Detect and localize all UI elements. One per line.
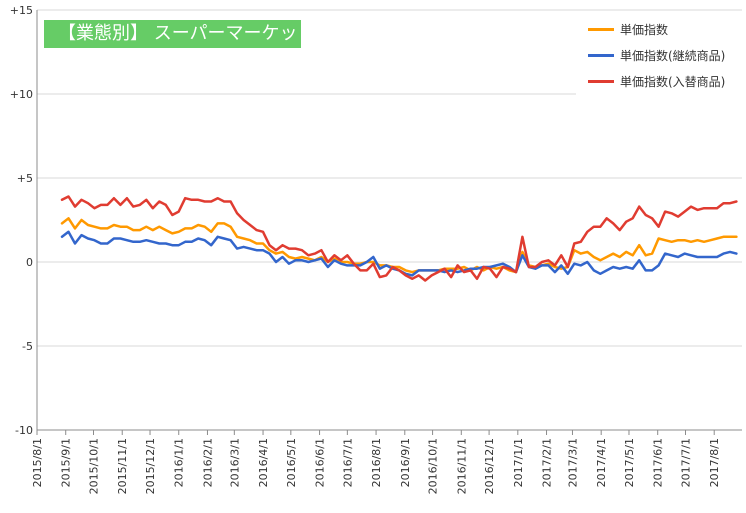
x-tick-label: 2016/5/1 bbox=[285, 438, 298, 487]
x-tick-label: 2016/8/1 bbox=[370, 438, 383, 487]
x-tick-label: 2017/6/1 bbox=[652, 438, 665, 487]
y-tick-label: -10 bbox=[15, 424, 33, 437]
legend-item-replaced-products: 単価指数(入替商品) bbox=[588, 72, 725, 90]
x-tick-label: 2015/8/1 bbox=[31, 438, 44, 487]
legend-label: 単価指数(継続商品) bbox=[620, 48, 726, 63]
legend-item-unit-price-index: 単価指数 bbox=[588, 20, 668, 38]
x-tick-label: 2016/10/1 bbox=[427, 438, 440, 494]
x-tick-label: 2017/5/1 bbox=[623, 438, 636, 487]
x-tick-label: 2016/1/1 bbox=[173, 438, 186, 487]
y-tick-label: +5 bbox=[17, 172, 33, 185]
x-tick-label: 2017/4/1 bbox=[595, 438, 608, 487]
y-tick-label: -5 bbox=[22, 340, 33, 353]
x-tick-label: 2015/12/1 bbox=[144, 438, 157, 494]
x-tick-label: 2016/6/1 bbox=[314, 438, 327, 487]
legend-label: 単価指数(入替商品) bbox=[620, 74, 726, 89]
x-tick-label: 2017/1/1 bbox=[512, 438, 525, 487]
x-tick-label: 2015/9/1 bbox=[60, 438, 73, 487]
x-tick-label: 2016/4/1 bbox=[257, 438, 270, 487]
chart-legend: 単価指数 単価指数(継続商品) 単価指数(入替商品) bbox=[576, 14, 746, 98]
x-tick-label: 2016/12/1 bbox=[483, 438, 496, 494]
x-tick-label: 2015/11/1 bbox=[116, 438, 129, 494]
x-tick-label: 2016/9/1 bbox=[399, 438, 412, 487]
y-tick-label: 0 bbox=[26, 256, 33, 269]
series-line-0 bbox=[60, 217, 738, 274]
x-tick-label: 2016/7/1 bbox=[341, 438, 354, 487]
x-tick-label: 2017/7/1 bbox=[679, 438, 692, 487]
x-tick-label: 2016/3/1 bbox=[228, 438, 241, 487]
legend-swatch-blue bbox=[588, 53, 614, 57]
chart-title: 【業態別】 スーパーマーケット bbox=[44, 20, 316, 48]
x-tick-label: 2016/11/1 bbox=[455, 438, 468, 494]
legend-swatch-red bbox=[588, 79, 614, 83]
x-tick-label: 2017/2/1 bbox=[541, 438, 554, 487]
x-tick-label: 2015/10/1 bbox=[88, 438, 101, 494]
series-line-2 bbox=[60, 195, 738, 282]
x-tick-label: 2017/3/1 bbox=[566, 438, 579, 487]
x-tick-label: 2016/2/1 bbox=[201, 438, 214, 487]
y-tick-label: +15 bbox=[10, 4, 33, 17]
y-tick-label: +10 bbox=[10, 88, 33, 101]
legend-label: 単価指数 bbox=[620, 22, 669, 37]
x-tick-label: 2017/8/1 bbox=[708, 438, 721, 487]
legend-swatch-orange bbox=[588, 27, 614, 31]
legend-item-continuing-products: 単価指数(継続商品) bbox=[588, 46, 725, 64]
